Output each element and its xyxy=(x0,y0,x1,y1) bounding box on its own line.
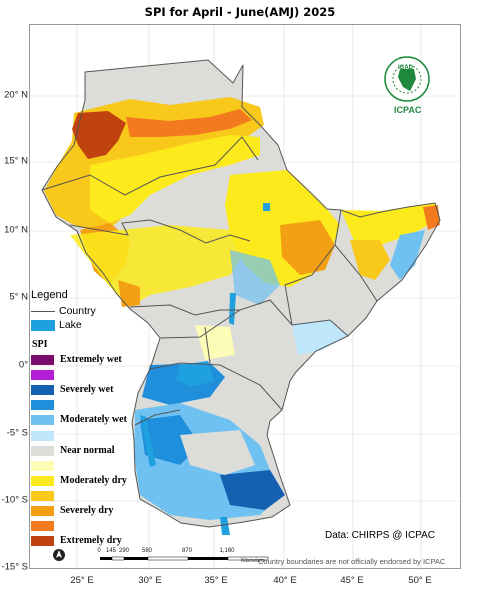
lon-label: 45° E xyxy=(340,575,364,586)
legend-class-label: Severely dry xyxy=(60,505,114,516)
legend-swatch xyxy=(31,385,54,396)
legend-class-label: Near normal xyxy=(60,444,115,456)
lon-label: 35° E xyxy=(204,575,228,586)
scale-label: 870 xyxy=(181,548,193,554)
legend-swatch xyxy=(31,415,54,426)
scale-label: 145 xyxy=(105,548,117,554)
lat-label: -10° S xyxy=(1,494,28,506)
lon-label: 30° E xyxy=(138,575,162,586)
disclaimer: Country boundaries are not officially en… xyxy=(258,557,446,566)
map-frame xyxy=(29,24,462,570)
map-canvas xyxy=(30,25,462,570)
extreme-dry-region xyxy=(126,109,252,137)
legend-class-label: Extremely wet xyxy=(60,354,122,365)
lat-label: 15° N xyxy=(4,155,28,167)
legend-lake: Lake xyxy=(31,319,82,331)
horn-dry xyxy=(350,240,390,280)
legend-swatch xyxy=(31,355,54,365)
data-credit: Data: CHIRPS @ ICPAC xyxy=(325,530,435,541)
near-normal-tz xyxy=(180,430,255,475)
lat-label: 10° N xyxy=(4,224,28,236)
legend-swatch xyxy=(31,370,54,381)
dry-north-region xyxy=(90,135,260,223)
legend-title: Legend xyxy=(31,289,68,301)
lat-label: -5° S xyxy=(6,427,28,439)
legend-country: Country xyxy=(31,305,96,317)
legend-class-label: Extremely dry xyxy=(60,535,122,547)
legend-swatch xyxy=(31,475,54,486)
legend-swatch xyxy=(31,536,54,547)
lon-label: 25° E xyxy=(70,575,94,586)
dry-sudan xyxy=(70,225,250,307)
logo-igad: IGAD xyxy=(398,65,413,71)
icpac-logo xyxy=(384,56,430,102)
legend-swatch xyxy=(31,430,54,441)
country-boundaries xyxy=(41,59,441,528)
legend-class-label: Severely wet xyxy=(60,384,114,396)
scale-unit: Kilometers xyxy=(241,558,265,564)
scale-label: 580 xyxy=(141,548,153,554)
lake-tanganyika xyxy=(140,415,156,467)
lake-tana xyxy=(263,203,270,211)
scale-label: 290 xyxy=(118,548,130,554)
extreme-dry-region xyxy=(72,111,126,159)
legend-class-label: Moderately wet xyxy=(60,414,127,426)
legend-swatch xyxy=(31,490,54,501)
wet-somalia xyxy=(390,230,425,280)
lake-victoria xyxy=(176,361,214,387)
legend-swatch xyxy=(31,521,54,532)
scale-label: 1,160 xyxy=(219,548,235,554)
logo-icpac: ICPAC xyxy=(394,105,422,115)
legend-swatch xyxy=(31,445,54,456)
lon-label: 50° E xyxy=(408,575,432,586)
lake-turkana xyxy=(229,293,236,325)
map-title: SPI for April - June(AMJ) 2025 xyxy=(144,5,336,19)
legend-class-label: Moderately dry xyxy=(60,474,127,486)
wet-east xyxy=(230,250,280,305)
ss-dry xyxy=(118,280,140,307)
wet-tanzania-severe xyxy=(140,415,200,465)
lat-label: 20° N xyxy=(4,89,28,101)
ethiopia-dry xyxy=(280,220,335,275)
north-arrow-icon xyxy=(53,549,65,561)
lake-malawi xyxy=(220,517,230,535)
lat-label: 0° xyxy=(18,359,28,371)
legend-swatch xyxy=(31,506,54,516)
lat-label: 5° N xyxy=(9,291,28,303)
scale-label: 0 xyxy=(97,548,101,554)
legend-swatch xyxy=(31,460,54,471)
spi-title: SPI xyxy=(32,339,48,350)
horn-dry xyxy=(341,203,438,245)
horn-dry xyxy=(423,205,440,230)
lat-label: -15° S xyxy=(1,561,28,573)
wet-kenya xyxy=(292,320,348,355)
legend-swatch xyxy=(31,400,54,411)
wet-tanzania-severe xyxy=(220,470,285,510)
scale-bar xyxy=(100,556,269,561)
lon-label: 40° E xyxy=(273,575,297,586)
